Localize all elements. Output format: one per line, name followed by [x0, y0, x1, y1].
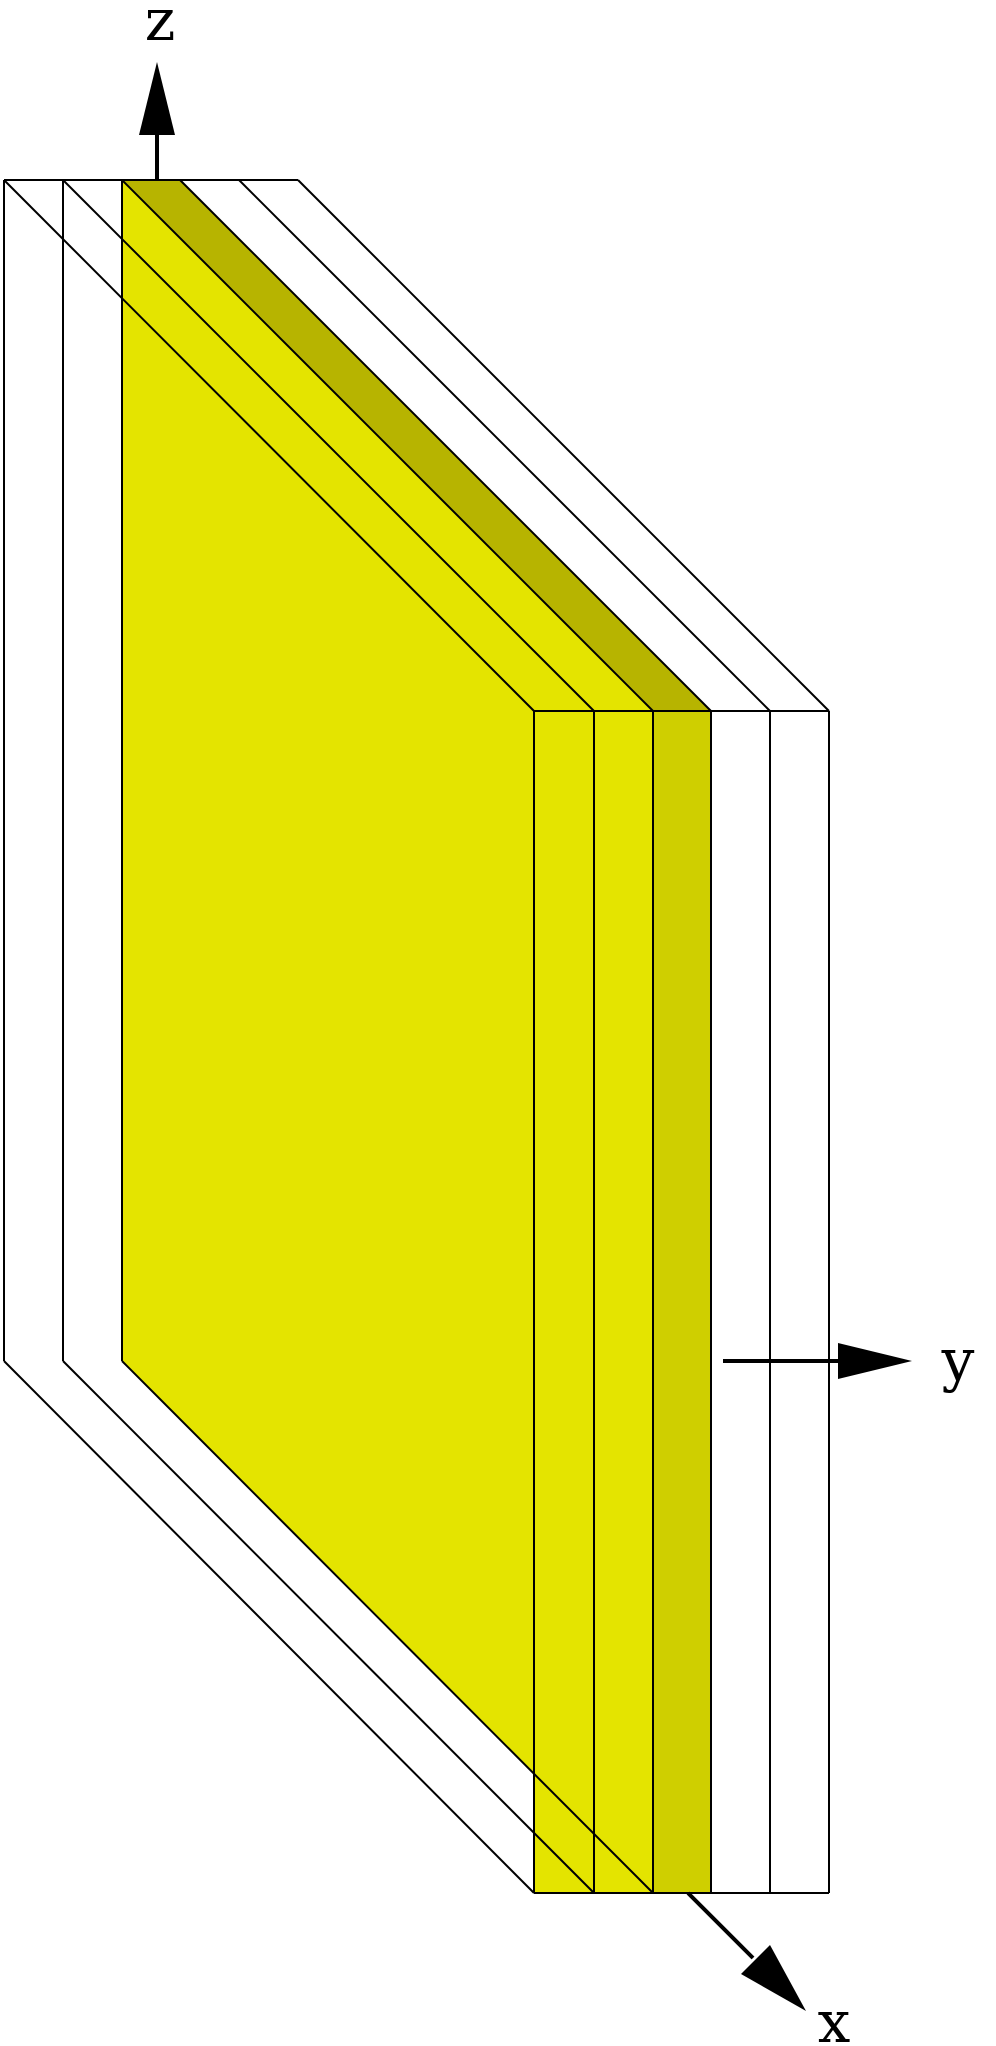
z-axis: z — [139, 0, 175, 180]
y-axis-arrowhead — [838, 1343, 912, 1379]
highlighted-layer-front-face — [653, 711, 711, 1893]
front-face-outline — [533, 710, 830, 1894]
x-axis-label: x — [818, 1988, 851, 2046]
top-diagonal-3 — [121, 179, 654, 712]
bottom-diagonal-2 — [62, 1360, 595, 1894]
top-diagonal-1 — [3, 179, 535, 712]
x-axis-line — [686, 1891, 755, 1960]
highlighted-layer — [122, 180, 711, 1893]
y-axis: y — [723, 1326, 975, 1394]
top-diagonal-2 — [62, 179, 595, 712]
x-axis: x — [686, 1891, 851, 2046]
z-axis-label: z — [145, 0, 176, 54]
back-edges — [3, 180, 123, 1361]
highlighted-layer-top-face — [122, 180, 711, 711]
bottom-diagonal-1 — [3, 1360, 535, 1894]
bottom-edges — [3, 1360, 654, 1894]
bottom-diagonal-3 — [121, 1360, 654, 1894]
top-face-outline — [3, 179, 830, 712]
top-diagonal-5 — [238, 179, 771, 712]
y-axis-label: y — [941, 1326, 975, 1394]
top-diagonal-4 — [179, 179, 712, 712]
top-diagonal-6 — [297, 179, 830, 712]
x-axis-arrowhead — [741, 1945, 806, 2011]
z-axis-arrowhead — [139, 62, 175, 135]
filled-slab-side-face — [122, 180, 653, 1893]
